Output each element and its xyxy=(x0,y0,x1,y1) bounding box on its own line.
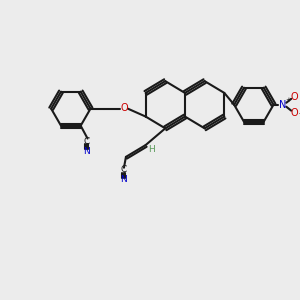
Text: O: O xyxy=(290,92,298,102)
Text: C: C xyxy=(121,165,127,174)
Text: -: - xyxy=(298,108,300,118)
Text: N: N xyxy=(83,147,90,156)
Text: N: N xyxy=(279,100,286,110)
Text: N: N xyxy=(121,175,127,184)
Text: H: H xyxy=(148,145,155,154)
Text: O: O xyxy=(290,108,298,118)
Text: O: O xyxy=(120,103,128,113)
Text: +: + xyxy=(285,97,291,103)
Text: C: C xyxy=(83,137,90,146)
